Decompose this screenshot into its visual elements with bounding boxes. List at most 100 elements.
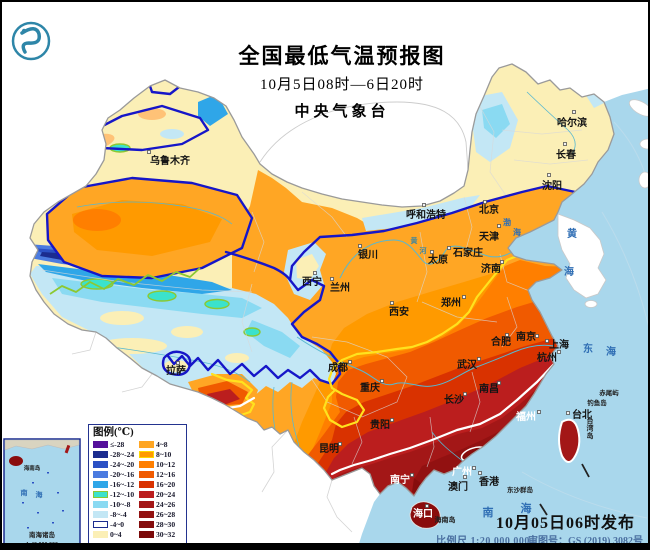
city: 呼和浩特 [406, 203, 446, 221]
city: 武汉 [457, 357, 481, 371]
city-marker [557, 350, 561, 354]
sea-name-label: 海 [36, 490, 43, 499]
city-label: 太原 [427, 253, 448, 266]
city-marker [390, 301, 394, 305]
legend-swatch [93, 491, 108, 499]
city-marker [505, 333, 509, 337]
legend-swatch [138, 531, 154, 539]
sea-name-label: 东 [583, 342, 593, 355]
city-label: 杭州 [537, 351, 557, 364]
city-marker [463, 475, 467, 479]
legend-item: -12~-10 [93, 489, 139, 499]
city: 乌鲁木齐 [147, 150, 191, 167]
city-label: 南昌 [479, 382, 499, 395]
legend-swatch [93, 531, 108, 539]
city-label: 乌鲁木齐 [150, 154, 191, 167]
city-label: 上海 [549, 338, 569, 351]
city: 兰州 [330, 277, 350, 294]
city: 福州 [515, 410, 541, 423]
legend-swatch [93, 501, 108, 509]
legend-swatch [93, 450, 108, 458]
river-name-label: 黄 [411, 236, 418, 245]
river-name-label: 河 [420, 246, 427, 255]
province-borders [41, 91, 589, 468]
legend-swatch [138, 501, 154, 509]
legend-swatch [93, 470, 108, 478]
legend-item: 8~10 [138, 449, 185, 459]
city-label: 拉萨 [166, 364, 186, 377]
zero-degree-line [45, 66, 582, 386]
legend-item: -28~-24 [93, 449, 139, 459]
island-name-label: 南海诸岛 [29, 530, 56, 539]
city: 西安 [389, 301, 409, 318]
city-marker [547, 173, 551, 177]
sea-name-label: 南 [21, 488, 28, 497]
city-label: 哈尔滨 [557, 116, 587, 129]
legend-range-label: ≤-28 [110, 439, 125, 449]
city-marker [358, 244, 362, 248]
city: 郑州 [441, 295, 466, 309]
city-marker [348, 360, 352, 364]
china-weather-logo [11, 21, 51, 61]
city-label: 福州 [515, 410, 536, 423]
river-labels: 黄河 [411, 236, 427, 255]
city-marker [472, 466, 476, 470]
legend-swatch [138, 470, 154, 478]
city: 济南 [481, 260, 504, 275]
city: 石家庄 [447, 246, 483, 259]
legend-swatch [138, 511, 154, 519]
city-marker [390, 418, 394, 422]
city: 长沙 [444, 392, 467, 406]
city: 哈尔滨 [557, 110, 587, 129]
legend-range-label: 24~26 [155, 500, 175, 509]
city-label: 海口 [413, 507, 433, 520]
city: 广州 [452, 465, 476, 478]
city-marker [422, 203, 426, 207]
city-marker [447, 246, 451, 250]
city-marker [497, 224, 501, 228]
city-marker [338, 442, 342, 446]
legend-item: 26~28 [138, 510, 185, 520]
bottom-bar [2, 543, 648, 548]
city-marker [563, 142, 567, 146]
city-label: 兰州 [330, 281, 350, 294]
city-label: 呼和浩特 [406, 208, 446, 221]
city-label: 郑州 [441, 296, 461, 309]
sea-name-label: 海 [513, 227, 521, 237]
city-marker [497, 381, 501, 385]
city-label: 银川 [358, 248, 378, 261]
legend-swatch [93, 460, 108, 468]
sea-name-label: 渤 [503, 217, 511, 227]
foreign-land [71, 99, 648, 533]
jeju-island [584, 300, 598, 308]
legend-box: 图例(℃) ≤-28 -28~-24 -24~-20 -20~-16 -16~-12 -1… [88, 424, 187, 547]
island-name-label: 海南岛 [435, 515, 456, 524]
city-marker [410, 473, 414, 477]
city: 澳门 [448, 475, 468, 493]
city: 北京 [479, 200, 499, 216]
ten-degree-line [210, 252, 549, 429]
island-name-label: 海南岛 [24, 464, 41, 472]
city: 长春 [556, 142, 576, 161]
legend-swatch [138, 460, 154, 468]
minus-ten-degree-line [49, 267, 201, 295]
legend-item: -8~-4 [93, 510, 139, 520]
legend-range-label: 30~32 [155, 530, 175, 540]
city-marker [477, 357, 481, 361]
city-label: 长春 [556, 148, 576, 161]
legend-item: 24~26 [138, 500, 185, 510]
city-marker [425, 504, 429, 508]
hainan-island [409, 501, 441, 529]
south-china-sea-inset [3, 438, 81, 548]
legend-item: 28~30 [138, 520, 185, 530]
graticule-lines [521, 121, 648, 519]
city: 太原 [427, 250, 448, 266]
city-marker [545, 339, 549, 343]
legend-range-label: 4~8 [155, 439, 168, 449]
legend-swatch [93, 511, 108, 519]
legend-range-label: -16~-12 [110, 480, 135, 489]
legend-col-left: ≤-28 -28~-24 -24~-20 -20~-16 -16~-12 -12~-10-… [93, 439, 139, 540]
legend-swatch [93, 480, 108, 488]
